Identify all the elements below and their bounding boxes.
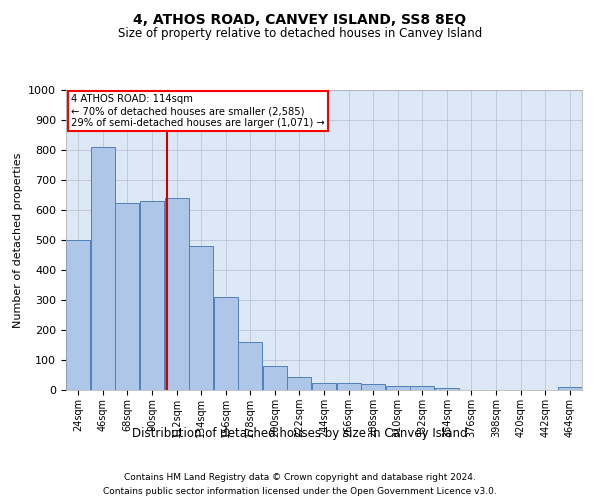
Bar (91, 147, 115, 390)
Y-axis label: Number of detached properties: Number of detached properties (13, 152, 23, 328)
Text: Contains public sector information licensed under the Open Government Licence v3: Contains public sector information licen… (103, 488, 497, 496)
Bar (214, 297, 238, 390)
Bar (361, 384, 385, 390)
Bar (558, 387, 582, 390)
Bar (238, 342, 262, 390)
Bar (164, 198, 188, 390)
Bar (115, 202, 139, 390)
Bar (435, 388, 459, 390)
Bar (386, 386, 410, 390)
Text: Contains HM Land Registry data © Crown copyright and database right 2024.: Contains HM Land Registry data © Crown c… (124, 472, 476, 482)
Text: 4, ATHOS ROAD, CANVEY ISLAND, SS8 8EQ: 4, ATHOS ROAD, CANVEY ISLAND, SS8 8EQ (133, 12, 467, 26)
Bar (263, 366, 287, 390)
Bar (410, 386, 434, 390)
Text: 4 ATHOS ROAD: 114sqm
← 70% of detached houses are smaller (2,585)
29% of semi-de: 4 ATHOS ROAD: 114sqm ← 70% of detached h… (71, 94, 325, 128)
Bar (312, 382, 336, 390)
Bar (287, 376, 311, 390)
Bar (140, 201, 164, 390)
Bar (337, 384, 361, 390)
Text: Distribution of detached houses by size in Canvey Island: Distribution of detached houses by size … (132, 428, 468, 440)
Bar (66, 240, 90, 390)
Text: Size of property relative to detached houses in Canvey Island: Size of property relative to detached ho… (118, 28, 482, 40)
Bar (189, 246, 213, 390)
